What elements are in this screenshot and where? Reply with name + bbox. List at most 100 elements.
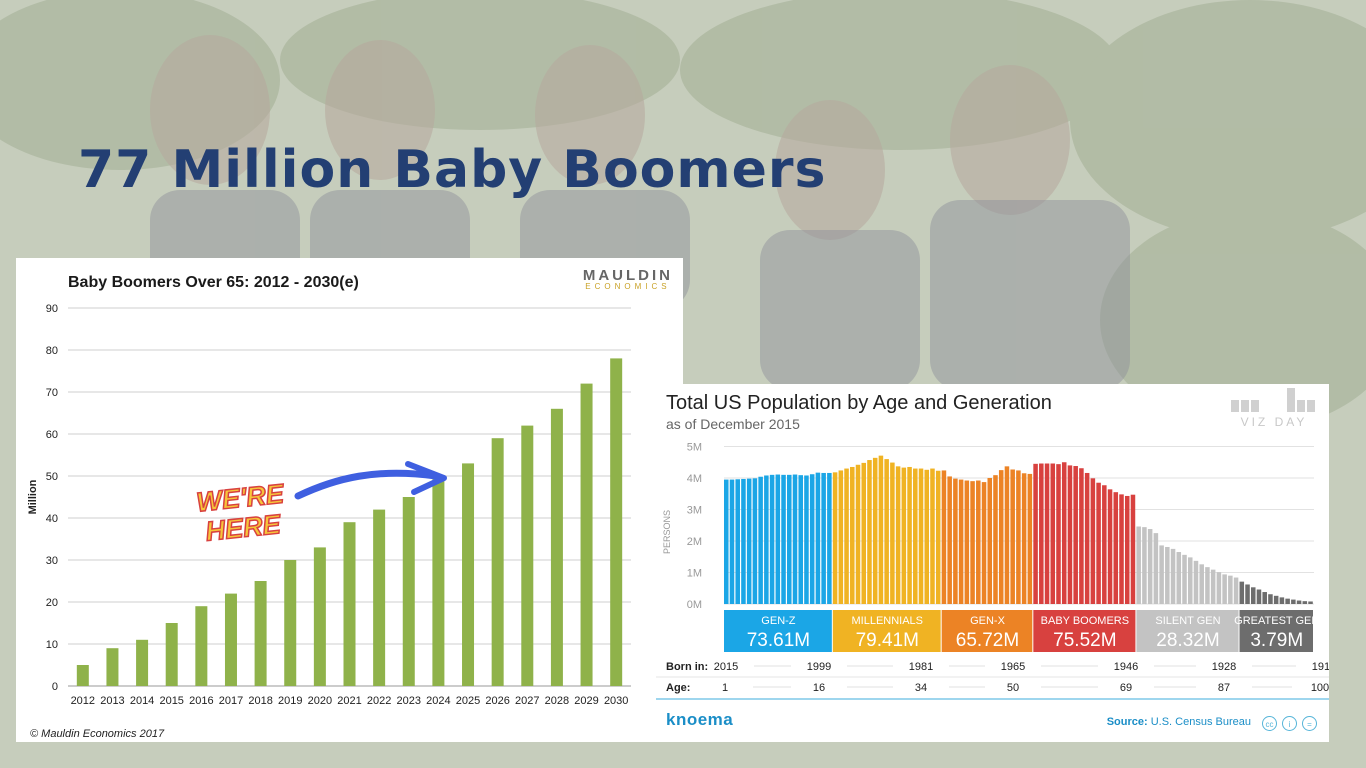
population-bar [1199,564,1204,604]
x-tick-label: 2019 [278,695,302,707]
chart-title: Baby Boomers Over 65: 2012 - 2030(e) [68,274,359,291]
age-label: Age: [666,682,690,694]
x-tick-label: 2020 [308,695,332,707]
y-axis-label: Million [27,479,39,514]
population-bar [752,478,758,604]
bar [521,425,534,686]
x-tick-label: 2016 [189,695,213,707]
population-bar [935,470,941,604]
x-tick-label: 2021 [337,695,361,707]
bar [136,639,149,686]
bar [491,438,504,686]
population-bar [1033,463,1038,604]
age-value: 87 [1218,682,1230,694]
population-bar [861,462,867,604]
population-bar [1245,584,1250,604]
us-population-generation-chart: Total US Population by Age and Generatio… [656,384,1329,742]
x-tick-label: 2014 [130,695,154,707]
x-tick-label: 2026 [485,695,509,707]
mauldin-logo-line1: MAULDIN [582,267,673,284]
y-tick-label: 0 [52,681,58,693]
source-note: Source: U.S. Census Bureau [1107,716,1251,728]
age-value: 1 [722,682,728,694]
generation-name: BABY BOOMERS [1041,615,1129,627]
population-bar [792,474,798,604]
generation-name: MILLENNIALS [851,615,923,627]
born-year: 1928 [1212,661,1236,673]
bar [313,547,326,686]
population-bar [993,475,998,604]
population-bar [1142,527,1147,604]
population-bar [907,466,912,604]
no-derivatives-icon: = [1302,716,1317,731]
population-bar [987,478,993,604]
population-bar [964,480,970,604]
population-bar [901,467,907,604]
bar [580,383,593,686]
born-year: 1915 [1312,661,1329,673]
annotation-arrowhead [405,461,447,495]
age-value: 69 [1120,682,1132,694]
population-bar [1165,546,1170,604]
population-bar [1010,469,1015,604]
bar [195,606,208,686]
population-bar [1079,468,1084,604]
population-bar [735,479,740,604]
y-tick-label: 2M [687,536,702,548]
generation-total: 79.41M [856,630,919,651]
y-tick-label: 10 [46,639,58,651]
age-value: 16 [813,682,825,694]
generation-block [941,610,1033,652]
y-axis-label: PERSONS [662,510,672,554]
x-tick-label: 2017 [219,695,243,707]
population-bar [1084,472,1090,604]
bar [76,665,89,686]
bar [106,648,119,686]
age-value: 100 [1311,682,1329,694]
population-bar [746,478,752,604]
born-year: 1946 [1114,661,1138,673]
population-bar [918,468,924,604]
population-bar [1182,554,1187,604]
bar [284,560,297,686]
age-value: 50 [1007,682,1019,694]
generation-total: 3.79M [1250,630,1303,651]
population-bar [998,470,1004,604]
x-tick-label: 2028 [545,695,569,707]
population-bar [798,475,803,604]
population-bar [821,472,826,604]
x-tick-label: 2027 [515,695,539,707]
population-bar [1044,463,1050,604]
source-value: U.S. Census Bureau [1150,716,1251,728]
population-bar [769,474,775,604]
population-bar [1056,464,1061,604]
population-bar [1107,489,1113,604]
population-bar [1262,592,1267,604]
copyright-note: © Mauldin Economics 2017 [30,728,165,740]
population-bar [1153,533,1159,604]
population-bar [1279,597,1285,604]
population-bar-chart: 0M 1M 2M 3M 4M 5M PERSONS GEN-Z 73.61M MILLENNIAL… [656,442,1329,694]
viz-of-the-day-logo: VIZ DAY [1231,388,1315,429]
population-bar [815,472,821,604]
generation-name: GREATEST GEN [1234,615,1319,627]
population-bar [924,469,930,604]
population-bar [976,480,981,604]
mauldin-logo: MAULDIN ECONOMICS [583,268,673,291]
population-bar [832,472,838,604]
population-bar [1096,482,1101,604]
bar [343,522,356,686]
generation-block [832,610,941,652]
population-bar [781,474,786,604]
born-year: 1965 [1001,661,1025,673]
population-bar [724,479,729,604]
generation-total: 28.32M [1156,630,1219,651]
x-tick-label: 2022 [367,695,391,707]
bar [373,509,386,686]
population-bar [1090,478,1096,604]
y-tick-label: 4M [687,473,702,485]
population-bar [1016,470,1021,604]
bar [224,593,237,686]
population-bar [741,478,746,604]
population-bar [1067,465,1073,604]
